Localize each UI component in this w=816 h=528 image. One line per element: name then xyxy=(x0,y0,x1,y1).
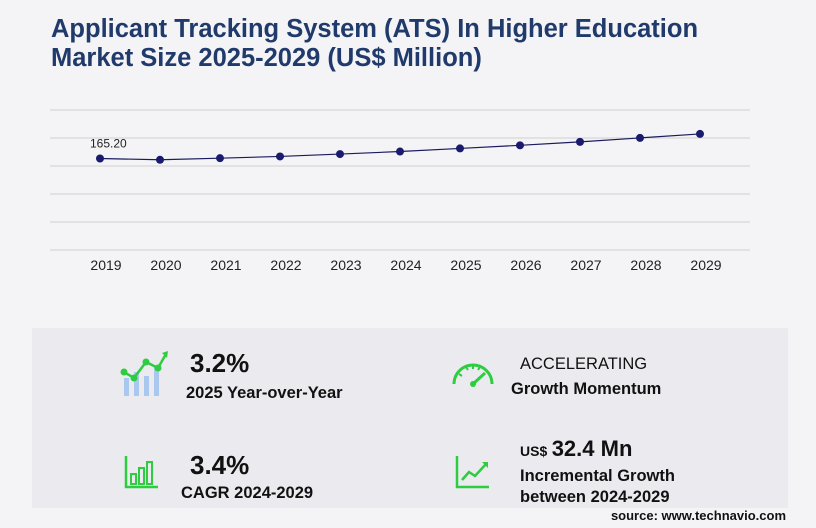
speedometer-icon xyxy=(452,363,494,387)
data-point-2029 xyxy=(696,129,704,138)
x-tick-label: 2023 xyxy=(330,257,361,273)
x-tick-label: 2020 xyxy=(150,257,181,273)
yoy-value: 3.2% xyxy=(190,348,250,378)
data-point-2027 xyxy=(576,137,584,146)
source-credit: source: www.technavio.com xyxy=(610,508,786,523)
x-tick-label: 2027 xyxy=(570,257,601,273)
data-point-2019 xyxy=(96,154,104,163)
incremental-label-2: between 2024-2029 xyxy=(520,488,670,506)
stats-panel xyxy=(32,328,788,508)
data-point-2021 xyxy=(216,154,224,163)
chart-grid xyxy=(50,109,750,251)
incremental-value: US$ 32.4 Mn xyxy=(520,436,632,462)
cagr-label: CAGR 2024-2029 xyxy=(181,484,314,502)
data-point-2025 xyxy=(456,144,464,153)
x-tick-label: 2026 xyxy=(510,257,541,273)
growth-chart-icon xyxy=(120,351,168,396)
x-tick-label: 2019 xyxy=(90,257,121,273)
x-tick-label: 2021 xyxy=(210,257,241,273)
x-tick-label: 2024 xyxy=(390,257,421,273)
incremental-amount: 32.4 Mn xyxy=(551,436,633,461)
data-point-2023 xyxy=(336,150,344,159)
chart-title: Applicant Tracking System (ATS) In Highe… xyxy=(51,15,771,73)
momentum-label: Growth Momentum xyxy=(511,380,662,398)
bar-chart-icon xyxy=(124,456,158,489)
x-axis-ticks: 2019 2020 2021 2022 2023 2024 2025 2026 2027 2028… xyxy=(90,257,721,273)
data-point-2022 xyxy=(276,152,284,161)
x-tick-label: 2022 xyxy=(270,257,301,273)
title-line-1: Applicant Tracking System (ATS) In Highe… xyxy=(51,15,699,43)
data-point-2020 xyxy=(156,155,164,164)
data-point-2024 xyxy=(396,147,404,156)
x-tick-label: 2028 xyxy=(630,257,661,273)
currency-prefix: US$ xyxy=(520,443,548,459)
trend-line-icon xyxy=(455,456,489,489)
yoy-label: 2025 Year-over-Year xyxy=(186,384,343,402)
incremental-label-1: Incremental Growth xyxy=(520,467,675,485)
chart-series: 165.20 xyxy=(90,129,704,164)
x-tick-label: 2029 xyxy=(690,257,721,273)
cagr-value: 3.4% xyxy=(190,450,250,480)
title-line-2: Market Size 2025-2029 (US$ Million) xyxy=(51,44,482,72)
momentum-value: ACCELERATING xyxy=(520,355,648,373)
x-tick-label: 2025 xyxy=(450,257,481,273)
data-point-2028 xyxy=(636,133,644,142)
data-label-2019: 165.20 xyxy=(90,137,127,151)
data-point-2026 xyxy=(516,141,524,150)
line-chart: 165.20 2019 2020 2021 2022 2023 2024 2025 2026 2… xyxy=(50,109,750,273)
